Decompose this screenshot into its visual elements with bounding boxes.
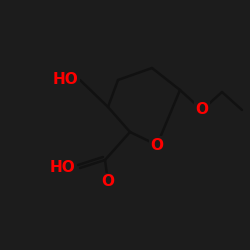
Text: O: O — [196, 102, 208, 118]
Text: HO: HO — [52, 72, 78, 88]
Text: HO: HO — [49, 160, 75, 176]
Text: O: O — [102, 174, 114, 190]
Text: O: O — [150, 138, 164, 152]
Text: O: O — [102, 174, 114, 190]
Text: HO: HO — [52, 72, 78, 88]
Text: HO: HO — [49, 160, 75, 176]
Text: O: O — [196, 102, 208, 118]
Text: O: O — [150, 138, 164, 152]
